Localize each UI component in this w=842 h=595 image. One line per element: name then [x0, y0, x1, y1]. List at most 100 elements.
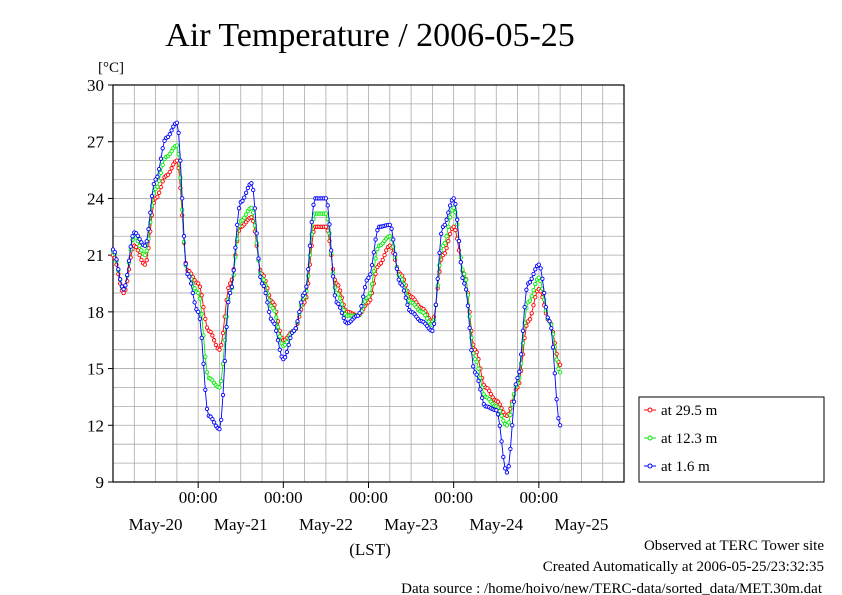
data-point	[327, 231, 332, 236]
data-point	[133, 244, 139, 250]
data-point	[139, 257, 144, 263]
x-date-label: May-22	[299, 515, 353, 534]
data-point	[226, 285, 231, 291]
data-point	[462, 281, 467, 286]
data-point	[533, 295, 538, 300]
data-point	[557, 362, 563, 367]
data-point	[531, 287, 536, 293]
data-point	[151, 181, 156, 187]
data-point	[265, 300, 270, 305]
data-point	[524, 287, 529, 292]
x-date-label: May-20	[129, 515, 183, 534]
data-point	[304, 284, 309, 289]
data-point	[538, 266, 543, 271]
data-point	[219, 378, 224, 384]
data-point	[266, 309, 272, 315]
data-point	[251, 210, 256, 215]
data-point	[447, 231, 453, 237]
data-point	[233, 245, 238, 250]
data-point	[121, 287, 126, 292]
data-point	[169, 166, 174, 171]
data-point	[442, 222, 447, 228]
y-tick-label: 15	[87, 360, 104, 379]
footer-site: Observed at TERC Tower site	[644, 538, 824, 554]
data-point	[249, 181, 254, 186]
data-point	[375, 228, 380, 233]
data-point	[123, 283, 128, 288]
y-tick-label: 27	[87, 133, 105, 152]
data-point	[463, 287, 469, 292]
data-point	[148, 210, 153, 215]
data-point	[460, 275, 465, 280]
data-point	[210, 333, 215, 338]
data-point	[297, 309, 302, 315]
data-point	[545, 315, 550, 320]
legend-box	[638, 396, 825, 483]
data-point	[446, 224, 451, 229]
data-point	[203, 354, 208, 359]
legend-item: at 12.3 m	[644, 431, 718, 447]
data-point	[547, 319, 552, 324]
data-point	[433, 302, 439, 307]
data-point	[366, 294, 371, 299]
data-point	[192, 300, 197, 305]
data-point	[557, 370, 563, 375]
data-point	[368, 291, 373, 296]
data-point	[272, 308, 277, 313]
data-point	[243, 190, 249, 195]
data-point	[442, 251, 447, 256]
data-point	[456, 238, 462, 244]
data-point	[527, 298, 533, 303]
data-point	[506, 464, 511, 469]
data-point	[178, 158, 183, 163]
y-tick-label: 30	[87, 76, 104, 95]
data-point	[329, 248, 334, 253]
data-point	[453, 201, 458, 207]
data-point	[557, 423, 563, 428]
data-point	[430, 328, 435, 333]
data-point	[277, 334, 282, 339]
chart-title: Air Temperature / 2006-05-25	[165, 17, 575, 54]
data-point	[137, 243, 142, 248]
data-point	[213, 342, 219, 348]
data-point	[252, 206, 258, 211]
data-point	[261, 277, 266, 283]
data-point	[114, 257, 119, 262]
data-point	[339, 302, 345, 307]
data-point	[384, 248, 389, 253]
data-point	[531, 303, 536, 308]
data-point	[373, 256, 378, 261]
data-point	[387, 222, 392, 228]
data-point	[501, 418, 506, 423]
legend-swatch-marker	[647, 463, 653, 469]
data-point	[337, 296, 343, 301]
data-point	[135, 248, 140, 253]
data-point	[323, 211, 329, 216]
data-point	[217, 426, 222, 432]
data-point	[339, 310, 345, 315]
data-point	[302, 290, 307, 296]
data-point	[396, 277, 401, 282]
data-point	[497, 423, 502, 428]
y-tick-label: 12	[87, 416, 104, 435]
data-point	[174, 143, 180, 148]
legend-label: at 1.6 m	[661, 459, 710, 475]
data-point	[510, 423, 515, 428]
data-point	[217, 347, 222, 352]
legend: at 29.5 m at 12.3 m at 1.6 m	[644, 403, 718, 475]
data-point	[135, 233, 140, 238]
data-point	[204, 325, 210, 330]
legend-item: at 29.5 m	[644, 403, 718, 419]
data-point	[497, 402, 502, 407]
x-tick-label: 00:00	[349, 488, 388, 507]
data-point	[197, 316, 203, 321]
data-point	[117, 277, 123, 282]
data-point	[527, 280, 533, 285]
data-point	[220, 392, 226, 398]
data-point	[277, 347, 282, 352]
data-point	[187, 274, 192, 279]
data-point	[375, 246, 380, 252]
data-point	[533, 267, 538, 272]
data-point	[210, 416, 215, 422]
data-point	[369, 262, 375, 268]
